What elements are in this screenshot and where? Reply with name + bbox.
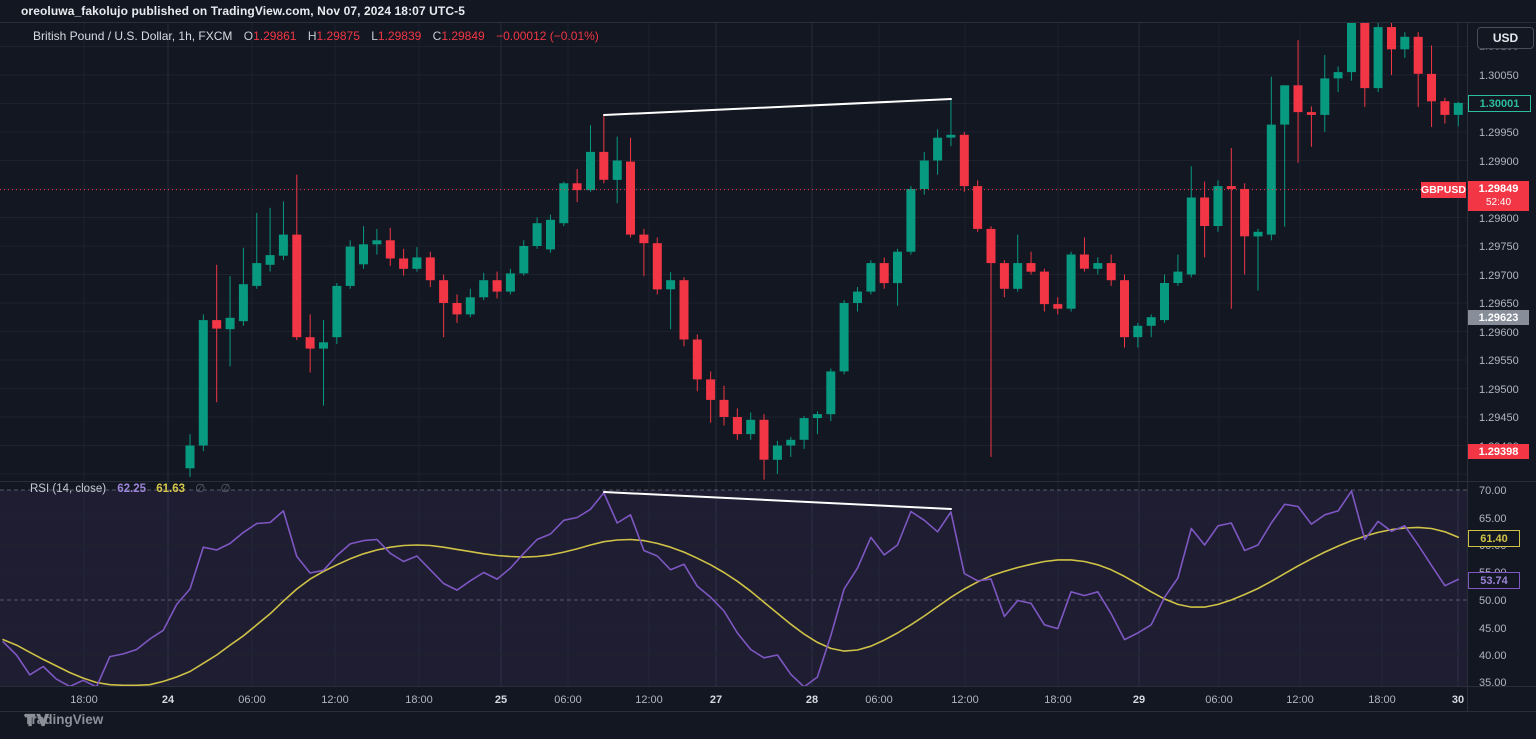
- drawing-price-label: 1.29623: [1468, 310, 1529, 325]
- price-trendline[interactable]: [603, 98, 952, 116]
- time-tick-label: 18:00: [70, 694, 98, 706]
- price-tick-label: 1.29450: [1479, 412, 1519, 424]
- price-tick-label: 1.29700: [1479, 270, 1519, 282]
- low-value: 1.29839: [377, 29, 422, 43]
- open-value: 1.29861: [253, 29, 297, 43]
- rsi-ma-axis-label: 61.40: [1468, 530, 1520, 547]
- currency-toggle-button[interactable]: USD: [1477, 27, 1534, 49]
- price-tick-label: 70.00: [1479, 485, 1507, 497]
- rsi-ma-value: 61.63: [156, 483, 186, 495]
- time-tick-label: 30: [1452, 694, 1464, 706]
- time-tick-label: 27: [710, 694, 722, 706]
- time-tick-label: 18:00: [1044, 694, 1072, 706]
- rsi-line: [2, 490, 1460, 686]
- price-tick-label: 50.00: [1479, 595, 1507, 607]
- price-tick-label: 1.29550: [1479, 355, 1519, 367]
- symbol-title: British Pound / U.S. Dollar, 1h, FXCM: [33, 29, 233, 43]
- open-label: O: [243, 29, 254, 43]
- time-tick-label: 28: [806, 694, 818, 706]
- price-tick-label: 1.29500: [1479, 384, 1519, 396]
- rsi-value: 62.25: [117, 483, 147, 495]
- change-value: −0.00012 (−0.01%): [496, 29, 599, 43]
- price-tick-label: 40.00: [1479, 650, 1507, 662]
- publish-header: oreoluwa_fakolujo published on TradingVi…: [21, 4, 465, 18]
- low-price-label: 1.29398: [1468, 444, 1529, 459]
- tradingview-branding[interactable]: TradingView: [24, 712, 103, 727]
- price-tick-label: 45.00: [1479, 623, 1507, 635]
- close-label: C: [432, 29, 442, 43]
- time-tick-label: 12:00: [321, 694, 349, 706]
- time-tick-label: 25: [495, 694, 507, 706]
- price-tick-label: 1.29750: [1479, 241, 1519, 253]
- time-tick-label: 12:00: [635, 694, 663, 706]
- rsi-empty-values: ∅ ∅: [195, 483, 237, 495]
- tradingview-logo-icon: [24, 713, 50, 727]
- low-label: L: [371, 29, 378, 43]
- price-tick-label: 1.30050: [1479, 70, 1519, 82]
- rsi-legend[interactable]: RSI (14, close) 62.25 61.63 ∅ ∅: [30, 481, 236, 495]
- price-axis-area[interactable]: [1467, 0, 1536, 739]
- high-label: H: [307, 29, 317, 43]
- price-tick-label: 1.29950: [1479, 127, 1519, 139]
- price-tick-label: 1.29800: [1479, 213, 1519, 225]
- time-tick-label: 18:00: [1368, 694, 1396, 706]
- time-tick-label: 18:00: [405, 694, 433, 706]
- price-pane-candles[interactable]: [185, 12, 1463, 480]
- rsi-title: RSI (14, close): [30, 483, 107, 495]
- rsi-trendline[interactable]: [603, 491, 952, 510]
- price-tick-label: 35.00: [1479, 677, 1507, 689]
- price-tick-label: 65.00: [1479, 513, 1507, 525]
- rsi-axis-label: 53.74: [1468, 572, 1520, 589]
- last-close-price-label: 1.30001: [1468, 95, 1531, 112]
- symbol-price-tag: GBPUSD: [1421, 182, 1466, 198]
- time-tick-label: 06:00: [865, 694, 893, 706]
- price-tick-label: 1.29650: [1479, 298, 1519, 310]
- price-tick-label: 1.29600: [1479, 327, 1519, 339]
- time-tick-label: 12:00: [1286, 694, 1314, 706]
- symbol-legend[interactable]: British Pound / U.S. Dollar, 1h, FXCM O1…: [33, 29, 599, 43]
- price-tick-label: 1.29900: [1479, 156, 1519, 168]
- current-price-value: 1.29849: [1478, 183, 1519, 195]
- time-tick-label: 06:00: [554, 694, 582, 706]
- time-tick-label: 29: [1133, 694, 1145, 706]
- current-price-label: 1.29849 52:40: [1468, 181, 1529, 211]
- bar-countdown: 52:40: [1485, 197, 1512, 208]
- rsi-pane[interactable]: [0, 489, 1467, 687]
- time-tick-label: 24: [162, 694, 175, 706]
- high-value: 1.29875: [316, 29, 360, 43]
- time-tick-label: 06:00: [238, 694, 266, 706]
- close-value: 1.29849: [441, 29, 485, 43]
- time-tick-label: 12:00: [951, 694, 979, 706]
- rsi-ma-line: [2, 526, 1460, 686]
- time-tick-label: 06:00: [1205, 694, 1233, 706]
